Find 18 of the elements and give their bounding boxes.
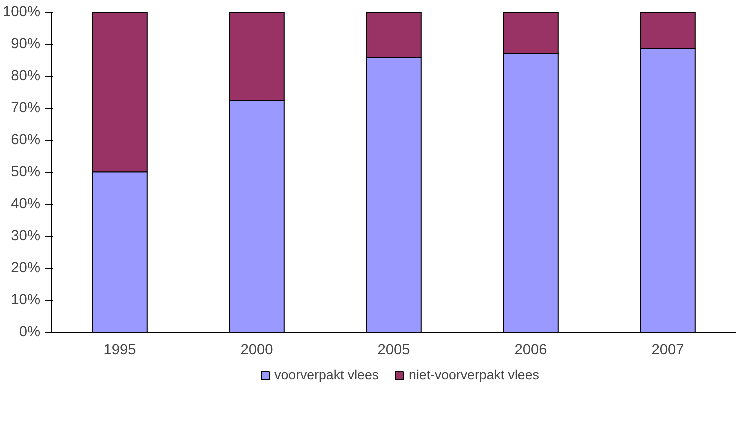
legend-label: niet-voorverpakt vlees [409, 368, 540, 382]
y-tick-label: 20% [11, 260, 41, 276]
x-tick-label: 1995 [104, 342, 136, 358]
x-tick-label: 2000 [240, 342, 274, 358]
y-tick-label: 100% [3, 4, 41, 20]
x-tick-label: 2005 [378, 342, 410, 358]
y-tick-label: 80% [11, 68, 41, 84]
y-tick-label: 40% [11, 196, 41, 212]
y-tick-label: 0% [19, 324, 41, 340]
y-tick-label: 50% [11, 164, 41, 180]
x-tick-label: 2006 [514, 342, 548, 358]
legend-label: voorverpakt vlees [274, 368, 380, 382]
x-tick-label: 2007 [652, 342, 684, 358]
y-tick-label: 30% [11, 228, 41, 244]
y-tick-label: 70% [11, 100, 41, 116]
y-tick-label: 60% [11, 132, 41, 148]
y-tick-label: 10% [11, 292, 41, 308]
y-tick-label: 90% [11, 36, 41, 52]
